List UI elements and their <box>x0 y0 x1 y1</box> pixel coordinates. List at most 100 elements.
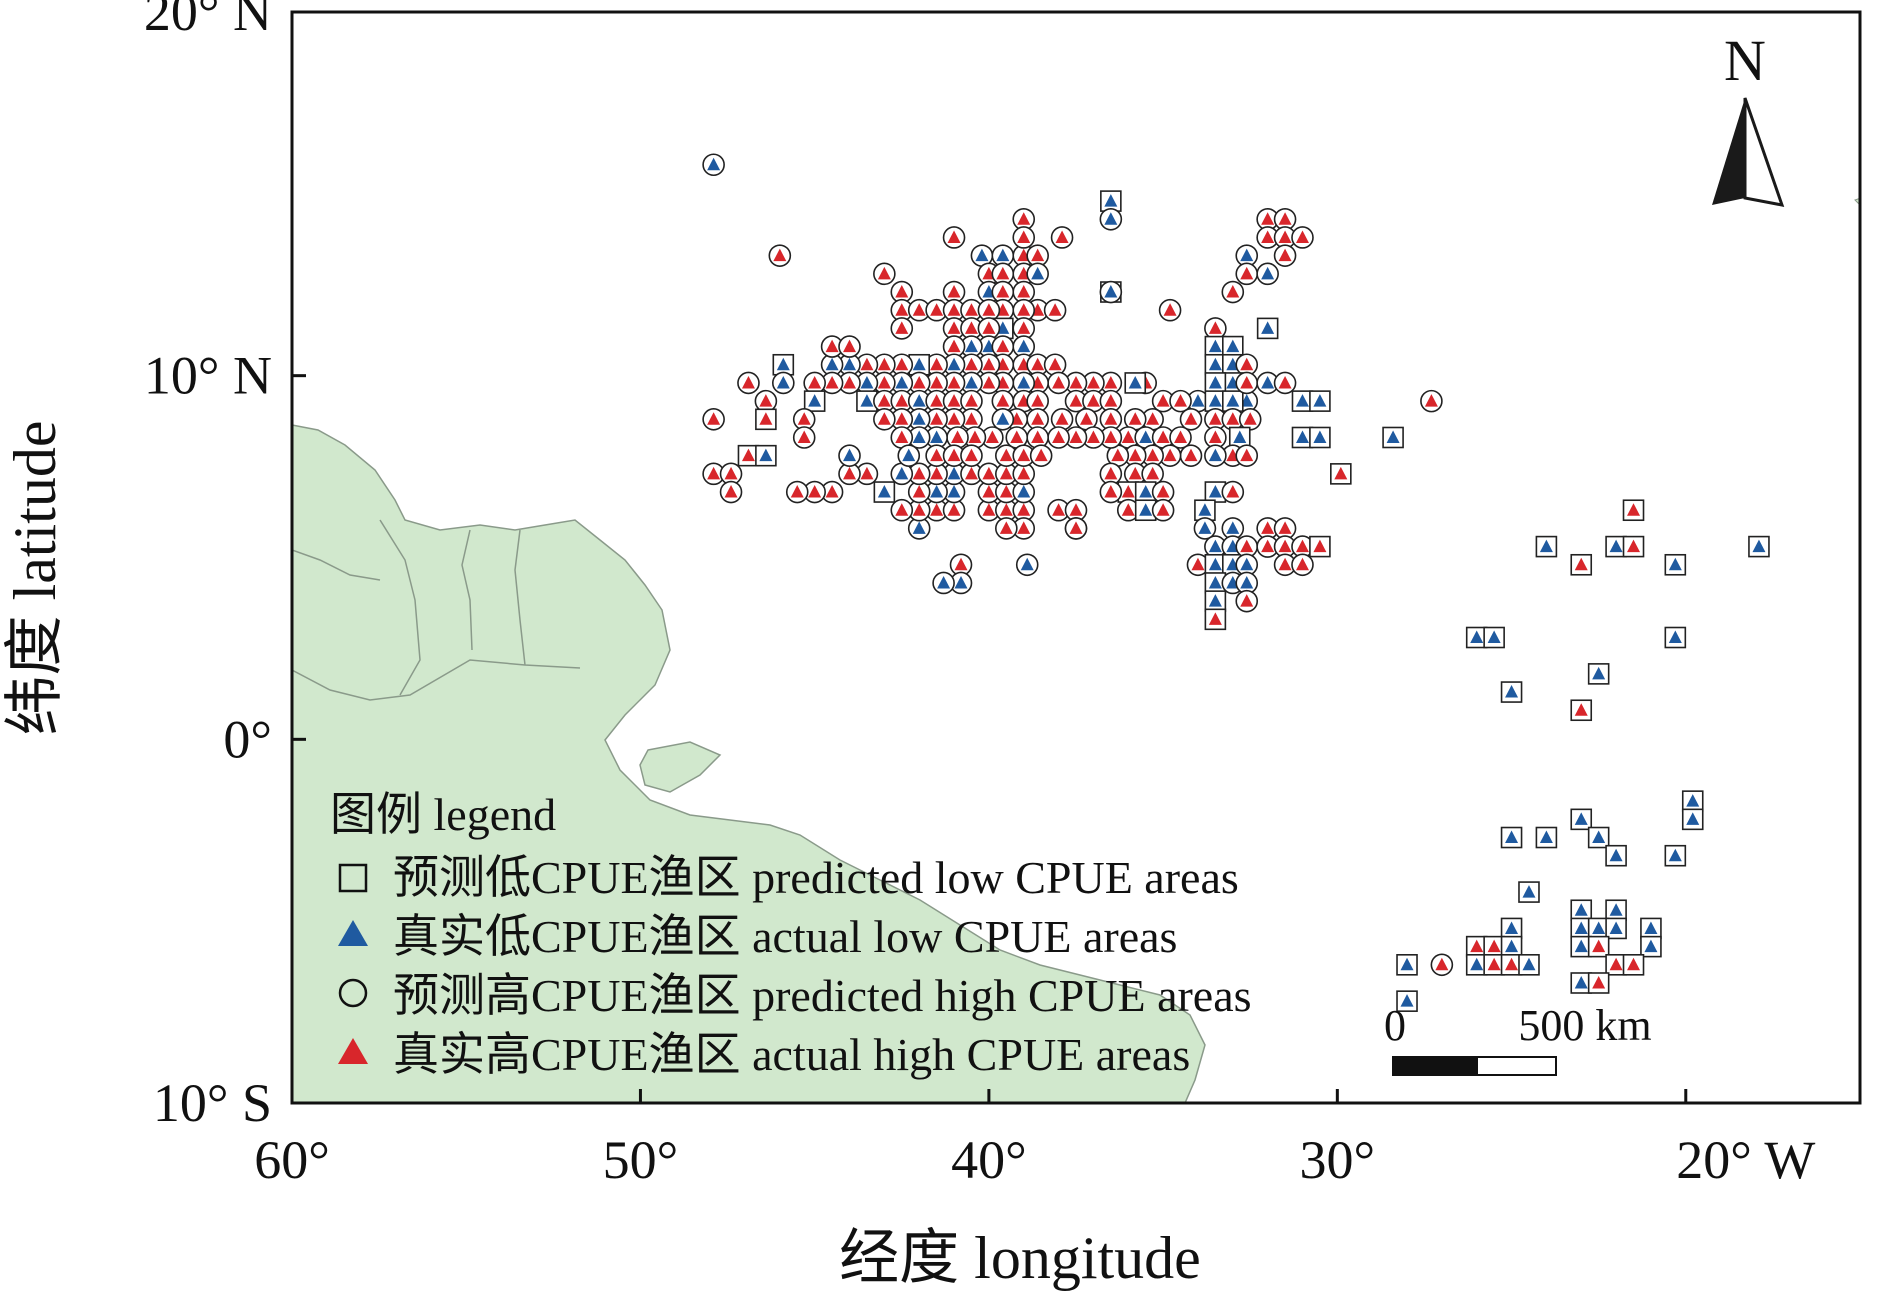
actual-high-marker <box>1243 412 1257 425</box>
fishing-area-point <box>1235 444 1259 467</box>
fishing-area-point <box>890 498 914 522</box>
actual-high-marker <box>741 375 755 389</box>
fishing-area-point <box>1050 226 1074 249</box>
fishing-area-point <box>1005 426 1029 449</box>
fishing-area-point <box>1273 244 1297 267</box>
fishing-area-point <box>1256 226 1279 249</box>
fishing-area-point <box>1099 480 1123 504</box>
fishing-area-point <box>1179 408 1203 431</box>
y-tick-label: 10° N <box>144 346 272 406</box>
actual-high-marker <box>1086 430 1100 443</box>
actual-high-marker <box>707 466 721 480</box>
actual-low-marker <box>1128 375 1142 389</box>
fishing-area-point <box>1382 426 1404 449</box>
actual-low-marker <box>1240 557 1254 571</box>
fishing-area-point <box>907 480 931 504</box>
fishing-area-point <box>1204 590 1227 612</box>
actual-high-marker <box>1470 939 1484 953</box>
fishing-area-point <box>1099 462 1123 486</box>
actual-high-marker <box>1261 212 1275 225</box>
actual-low-marker <box>1226 394 1240 407</box>
fishing-area-point <box>1099 280 1123 304</box>
actual-high-marker <box>912 466 926 480</box>
fishing-area-point <box>1500 681 1523 703</box>
fishing-area-point <box>792 408 816 431</box>
actual-low-marker <box>1505 939 1519 953</box>
actual-high-marker <box>1104 394 1118 407</box>
actual-high-marker <box>808 375 822 389</box>
fishing-area-point <box>1222 390 1244 412</box>
actual-low-marker <box>1104 194 1118 207</box>
fishing-area-point <box>942 335 966 358</box>
fishing-area-point <box>1064 426 1088 449</box>
actual-low-marker <box>947 466 961 480</box>
actual-low-marker <box>996 412 1010 425</box>
fishing-area-point <box>803 390 826 412</box>
fishing-area-point <box>1082 426 1105 449</box>
fishing-area-point <box>838 335 861 358</box>
actual-high-marker <box>860 466 874 480</box>
actual-low-marker <box>964 339 978 353</box>
actual-low-marker <box>1017 375 1031 389</box>
fishing-area-point <box>1141 444 1164 467</box>
actual-high-marker <box>1017 521 1031 534</box>
fishing-area-point <box>1158 298 1182 322</box>
fishing-area-point <box>755 444 777 467</box>
actual-low-marker <box>1609 539 1623 553</box>
actual-high-marker <box>860 357 874 371</box>
actual-low-marker <box>1609 921 1623 934</box>
actual-high-marker <box>1226 412 1240 425</box>
actual-high-marker <box>895 412 909 425</box>
actual-low-marker <box>825 357 839 371</box>
axis-ticks: 60° 50° 40° 30° 20° W 20° N 10° N 0° 10° S <box>144 0 1815 1190</box>
fishing-area-point <box>1256 262 1279 286</box>
fishing-area-point <box>890 317 914 340</box>
actual-high-marker <box>808 485 822 498</box>
actual-low-marker <box>1031 266 1045 280</box>
fishing-area-point <box>1151 389 1175 413</box>
actual-low-marker <box>843 357 857 371</box>
actual-high-marker <box>1424 394 1438 407</box>
fishing-area-point <box>1256 517 1279 540</box>
actual-high-marker <box>1278 375 1292 389</box>
fishing-area-point <box>1047 426 1070 449</box>
actual-high-marker <box>1435 957 1449 971</box>
fishing-area-point <box>1064 389 1088 413</box>
actual-low-marker <box>1609 903 1623 916</box>
fishing-area-point <box>995 444 1018 467</box>
actual-high-marker <box>1079 412 1093 425</box>
fishing-area-point <box>1500 954 1523 976</box>
actual-low-marker <box>1505 830 1519 844</box>
fishing-area-point <box>1235 535 1259 558</box>
fishing-area-point <box>1151 498 1175 522</box>
fishing-area-point <box>1518 954 1540 976</box>
actual-high-marker <box>1104 466 1118 480</box>
actual-low-marker <box>1017 485 1031 498</box>
actual-high-marker <box>982 503 996 516</box>
actual-high-marker <box>1574 557 1588 571</box>
fishing-area-point <box>1012 444 1036 467</box>
fishing-area-point <box>1235 553 1259 577</box>
actual-low-marker <box>1752 539 1766 553</box>
actual-low-marker <box>1522 957 1536 971</box>
fishing-area-point <box>719 480 743 504</box>
actual-low-marker <box>1400 957 1414 971</box>
fishing-area-point <box>1050 408 1074 431</box>
fishing-area-point <box>1026 262 1049 286</box>
actual-high-marker <box>1128 448 1142 462</box>
fishing-area-point <box>1273 517 1297 540</box>
fishing-area-point <box>737 371 760 395</box>
x-axis-title: 经度 longitude <box>839 1225 1201 1291</box>
fishing-area-point <box>1075 408 1098 431</box>
y-tick-label: 0° <box>223 709 272 769</box>
fishing-area-point <box>942 226 966 249</box>
actual-high-marker <box>930 357 944 371</box>
actual-high-marker <box>999 448 1013 462</box>
actual-high-marker <box>724 466 738 480</box>
country-border <box>292 659 581 701</box>
fishing-area-point <box>768 244 792 267</box>
legend-circle-icon <box>338 978 368 1008</box>
actual-high-marker <box>985 430 999 443</box>
actual-high-marker <box>1174 430 1188 443</box>
actual-low-marker <box>1208 357 1222 371</box>
